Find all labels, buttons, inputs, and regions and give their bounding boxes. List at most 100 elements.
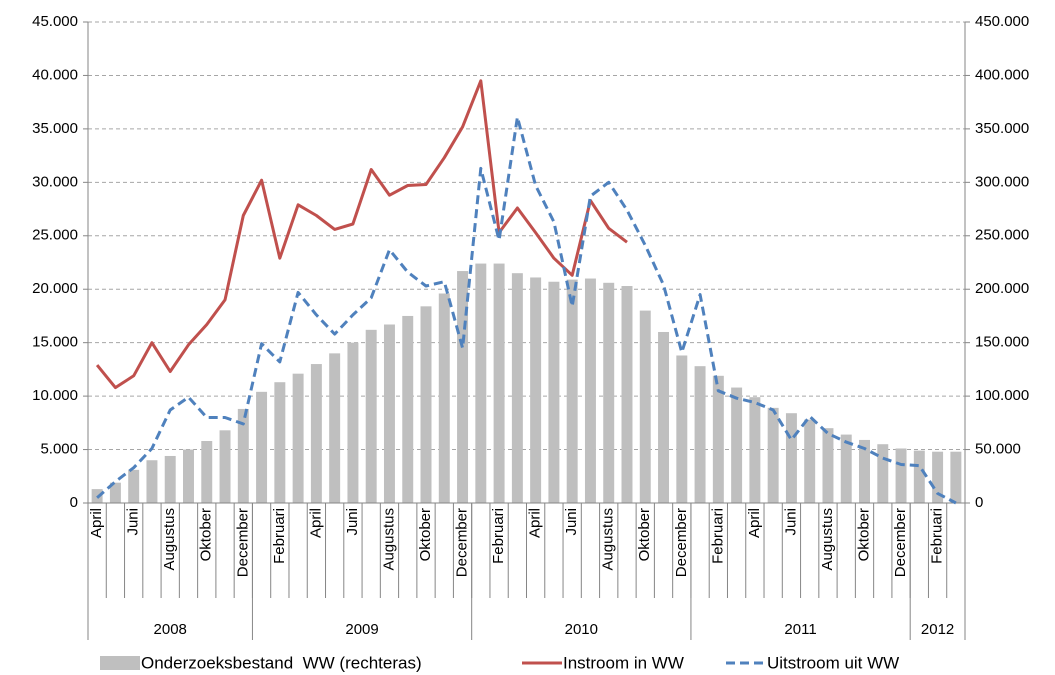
y2-tick-label: 150.000 [975,334,1029,351]
bar [548,281,560,503]
y2-tick-label: 200.000 [975,280,1029,297]
x-tick-label: Augustus [819,508,836,571]
bar [457,271,469,503]
y-tick-label: 25.000 [32,227,78,244]
year-label: 2011 [784,621,816,638]
bar [712,375,724,503]
legend-label: Onderzoeksbestand WW (rechteras) [141,653,422,672]
bar [493,263,505,503]
x-tick-label: December [673,508,690,577]
x-tick-label: Oktober [198,508,215,561]
x-tick-label: Augustus [161,508,178,571]
y-tick-label: 20.000 [32,280,78,297]
x-tick-label: Februari [271,508,288,564]
y-tick-label: 30.000 [32,173,78,190]
bar [201,441,213,503]
x-tick-label: Februari [929,508,946,564]
x-tick-label: Juni [782,508,799,536]
x-tick-label: December [234,508,251,577]
y2-tick-label: 400.000 [975,66,1029,83]
line-series [96,115,957,505]
bar [475,263,487,503]
bar [128,469,140,503]
bar [511,273,523,503]
y2-tick-label: 250.000 [975,227,1029,244]
x-tick-label: Juni [125,508,142,536]
bar [676,355,688,503]
year-label: 2012 [921,621,954,638]
y2-tick-label: 300.000 [975,173,1029,190]
bar [767,407,779,503]
y-tick-label: 40.000 [32,66,78,83]
x-tick-label: Februari [709,508,726,564]
bar [329,353,341,503]
bar [310,364,322,503]
year-label: 2008 [154,621,187,638]
x-tick-label: April [746,508,763,538]
bar [932,451,944,503]
x-tick-label: Oktober [636,508,653,561]
bar [950,451,962,503]
x-tick-label: April [307,508,324,538]
bar [274,382,286,503]
bar [877,444,889,503]
bar [347,342,359,503]
bar [584,278,596,503]
bar [840,434,852,503]
bar [256,391,268,503]
y-tick-label: 15.000 [32,334,78,351]
bar [785,413,797,503]
x-tick-label: Augustus [600,508,617,571]
bar [731,387,743,503]
bar [183,449,194,503]
bar [804,419,816,503]
y2-tick-label: 100.000 [975,387,1029,404]
bar [694,366,706,503]
bar [365,329,377,503]
x-tick-label: April [88,508,105,538]
x-tick-label: Februari [490,508,507,564]
x-tick-label: December [892,508,909,577]
bar [749,397,761,503]
y2-tick-label: 450.000 [975,13,1029,30]
bar [822,428,834,503]
y-tick-label: 10.000 [32,387,78,404]
x-tick-label: Juni [563,508,580,536]
legend-swatch [100,656,140,670]
bar [621,286,633,503]
x-tick-label: Juni [344,508,361,536]
y2-tick-label: 350.000 [975,120,1029,137]
y-tick-label: 45.000 [32,13,78,30]
bar [913,450,925,503]
legend-label: Instroom in WW [563,653,684,672]
bar [237,408,249,503]
bar [420,306,432,503]
bar [292,373,304,503]
y-tick-label: 35.000 [32,120,78,137]
bar [438,293,450,503]
bar [859,439,870,503]
x-tick-label: April [527,508,544,538]
x-tick-label: Oktober [855,508,872,561]
x-tick-label: Oktober [417,508,434,561]
bar [639,310,651,503]
bar [109,482,121,503]
bar [603,282,615,503]
x-tick-label: Augustus [380,508,397,571]
y2-tick-label: 50.000 [975,441,1021,458]
bar [164,455,176,503]
bar [383,324,395,503]
y2-tick-label: 0 [975,494,983,511]
bar [566,279,578,503]
y-tick-label: 5.000 [40,441,78,458]
line-series [95,79,628,390]
bar [530,277,542,503]
legend-label: Uitstroom uit WW [767,653,899,672]
bar [658,331,670,503]
year-label: 2009 [345,621,378,638]
bar [402,315,414,503]
bar [146,460,158,503]
x-tick-label: December [454,508,471,577]
bar [219,430,231,503]
